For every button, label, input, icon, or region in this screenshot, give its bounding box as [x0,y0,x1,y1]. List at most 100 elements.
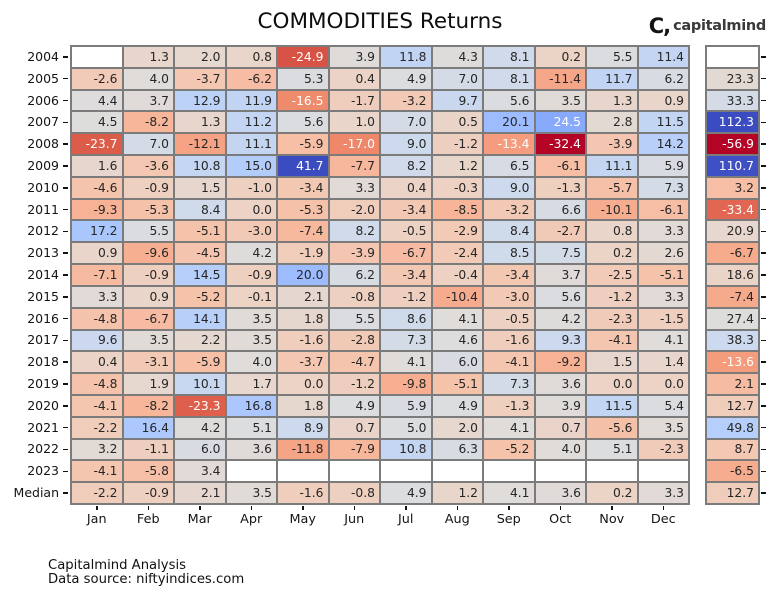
heatmap-cell [72,47,122,67]
heatmap-cell: 14.5 [175,265,225,285]
heatmap-cell: -10.1 [587,199,637,220]
heatmap-cell [587,461,637,482]
heatmap-cell: 9.0 [484,177,534,198]
heatmap-cell: 2.2 [175,330,225,351]
heatmap-cell: -2.7 [535,221,585,242]
row-label: 2022 [27,441,59,457]
heatmap-cell: 7.0 [123,134,173,155]
heatmap-cell: -1.9 [278,243,328,264]
heatmap-cell: -10.4 [432,286,482,307]
heatmap-cell: 3.2 [72,439,122,460]
page-title: COMMODITIES Returns [257,9,503,34]
heatmap-cell: 16.4 [123,417,173,438]
heatmap-cell: -3.1 [123,352,173,373]
heatmap-cell: 0.4 [72,352,122,373]
heatmap-cell: 1.5 [175,177,225,198]
month-label: Nov [599,512,625,527]
heatmap-cell: 5.5 [329,308,379,329]
heatmap-cell: 3.5 [123,330,173,351]
x-axis-tick-mark [147,505,149,510]
heatmap-cell: -23.3 [175,395,225,416]
heatmap-cell: -3.0 [226,221,276,242]
month-label: Oct [549,512,572,527]
heatmap-cell: 7.3 [638,177,688,198]
heatmap-cell: 3.7 [123,90,173,111]
heatmap-cell: 0.0 [226,199,276,220]
heatmap-cell: 10.8 [175,156,225,176]
heatmap-cell: 8.2 [329,221,379,242]
year-axis-tick-mark [760,121,766,124]
heatmap-cell: 3.3 [329,177,379,198]
heatmap-cell: 11.4 [638,47,688,67]
heatmap-cell: 4.1 [432,308,482,329]
heatmap-cell: 0.0 [587,374,637,394]
row-label: 2014 [27,267,59,282]
heatmap-cell: -8.2 [123,395,173,416]
heatmap-cell: 4.9 [381,483,431,503]
heatmap-cell: 11.1 [587,156,637,176]
heatmap-cell [278,461,328,482]
year-axis-tick-mark [760,187,766,189]
x-axis-tick-mark [353,505,355,510]
heatmap-cell: 4.9 [329,395,379,416]
heatmap-cell: 3.7 [535,265,585,285]
heatmap-cell: 11.8 [381,47,431,67]
heatmap-cell: -0.9 [123,265,173,285]
heatmap-cell: 14.2 [638,134,688,155]
row-label: 2006 [27,92,59,108]
heatmap-cell: 1.3 [175,112,225,133]
year-axis-tick-mark [760,165,766,167]
year-cell [707,47,758,67]
heatmap-cell: 5.5 [123,221,173,242]
heatmap-cell: 0.7 [329,417,379,438]
heatmap-cell: 2.1 [175,483,225,503]
month-label: May [289,512,316,527]
heatmap-cell: -6.2 [226,68,276,89]
heatmap-cell: 11.5 [587,395,637,416]
heatmap-cell [226,461,276,482]
heatmap-cell: 4.1 [484,483,534,503]
heatmap-cell: -1.5 [638,308,688,329]
heatmap-cell: -3.4 [381,265,431,285]
heatmap-cell: 0.8 [226,47,276,67]
heatmap-cell: 4.3 [432,47,482,67]
heatmap-cell: 7.5 [535,243,585,264]
month-label: Mar [187,512,212,527]
heatmap-cell: 1.6 [72,156,122,176]
year-cell: 2.1 [707,374,758,394]
heatmap-cell: -9.2 [535,352,585,373]
year-cell: 33.3 [707,90,758,111]
year-cell: -7.4 [707,286,758,307]
year-cell: 27.4 [707,308,758,329]
heatmap-cell: 16.8 [226,395,276,416]
month-label: Apr [240,512,263,527]
heatmap-cell: -1.3 [484,395,534,416]
year-axis-tick-mark [760,405,766,407]
heatmap-cell: 5.1 [587,439,637,460]
year-axis-tick-mark [760,208,766,211]
heatmap-cell [432,461,482,482]
heatmap-cell: 1.8 [278,308,328,329]
heatmap-cell: 5.6 [484,90,534,111]
month-label: Jun [344,512,365,527]
month-label: Sep [496,512,521,527]
y-axis-tick-mark [62,252,68,254]
heatmap-cell: -0.8 [329,286,379,307]
heatmap-cell: 0.9 [72,243,122,264]
y-axis-tick-mark [62,426,68,429]
heatmap-cell: 4.9 [432,395,482,416]
heatmap-cell: -1.1 [123,439,173,460]
heatmap-cell: -2.0 [329,199,379,220]
heatmap-cell: -7.7 [329,156,379,176]
heatmap-cell: 11.5 [638,112,688,133]
y-axis-tick-mark [62,99,68,102]
heatmap-cell: -3.9 [329,243,379,264]
heatmap-cell: 2.0 [432,417,482,438]
year-axis-tick-mark [760,426,766,429]
year-cell: -33.4 [707,199,758,220]
heatmap-cell: 3.6 [535,483,585,503]
capitalmind-logo: C, capitalmind [649,14,767,38]
row-label: 2011 [27,201,59,217]
heatmap-cell: -7.1 [72,265,122,285]
heatmap-cell: -3.6 [123,156,173,176]
